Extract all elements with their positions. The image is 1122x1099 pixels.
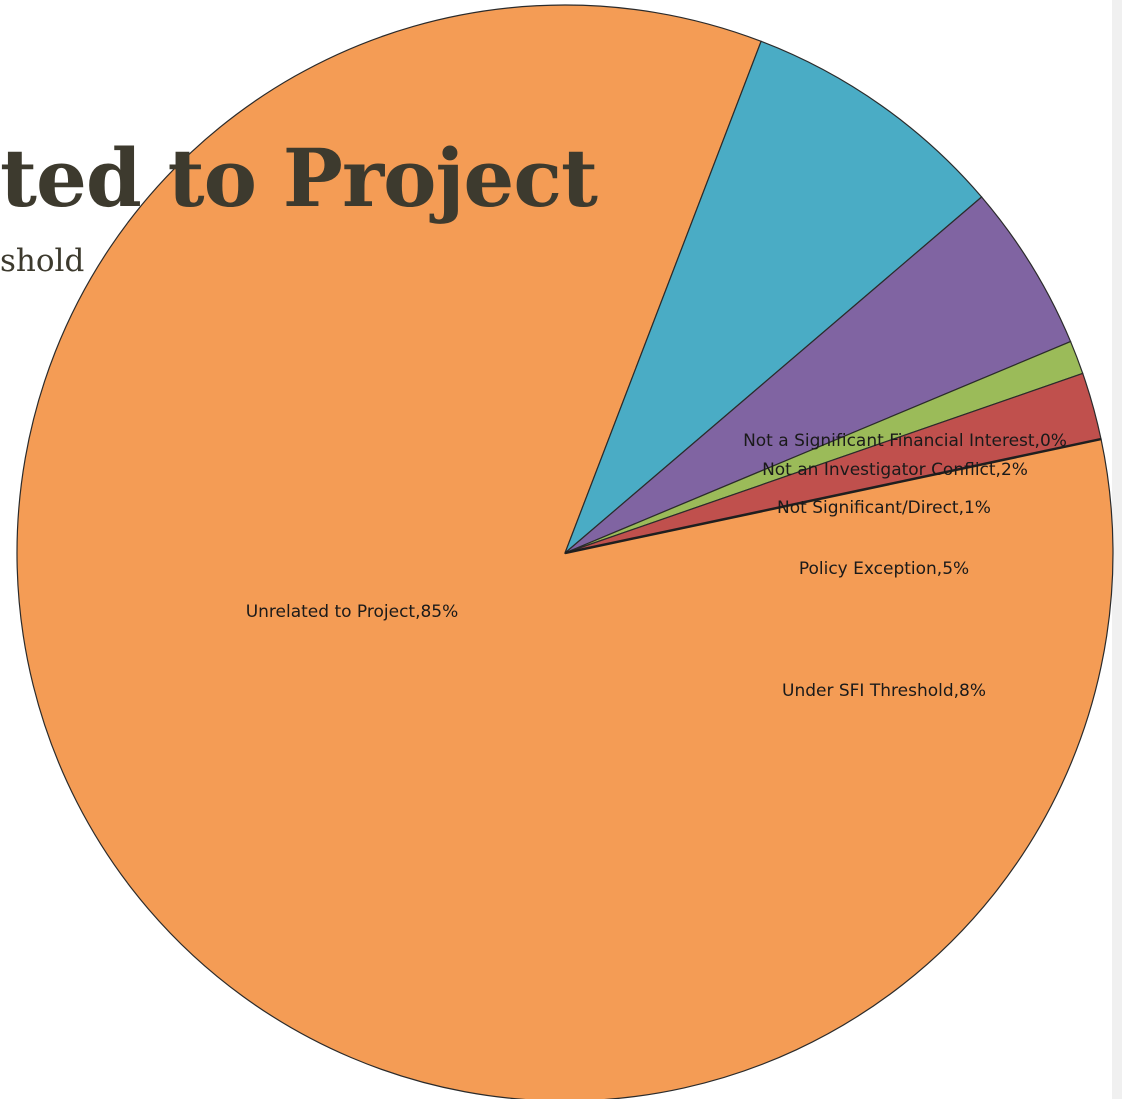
data-label-under-sfi-threshold: Under SFI Threshold,8% xyxy=(782,681,986,701)
pie-slice-under-sfi-threshold xyxy=(564,40,983,554)
data-label-not-a-significant-financial-interest: Not a Significant Financial Interest,0% xyxy=(743,431,1067,451)
slide-title: ted to Project xyxy=(0,131,598,225)
data-label-not-an-investigator-conflict: Not an Investigator Conflict,2% xyxy=(762,460,1028,480)
pie-slice-policy-exception xyxy=(564,196,1072,554)
pie-labels: Unrelated to Project,85% Under SFI Thresh… xyxy=(246,431,1067,701)
scrollbar-strip xyxy=(1112,0,1122,1099)
data-label-not-significant-direct: Not Significant/Direct,1% xyxy=(777,498,991,518)
pie-slice-not-a-significant-financial-interest xyxy=(564,437,1102,555)
data-label-policy-exception: Policy Exception,5% xyxy=(799,559,969,579)
data-label-unrelated-to-project: Unrelated to Project,85% xyxy=(246,602,459,622)
pie-slices xyxy=(16,4,1114,1099)
slide-subtitle: shold xyxy=(0,243,85,279)
